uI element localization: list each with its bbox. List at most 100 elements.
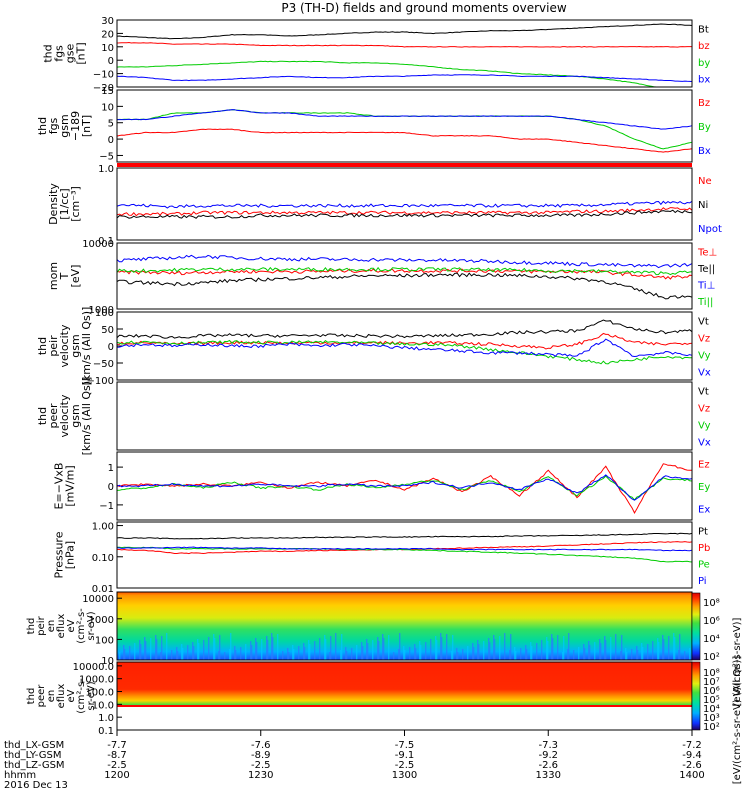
panel-frame-fgs_gsm [116,89,693,163]
spectrogram-streak [271,633,273,660]
spectrogram-streak [456,648,458,660]
footer-value: 1200 [104,770,129,781]
spectrogram-streak [620,651,622,660]
footer-value: -2.5 [251,760,271,771]
spectrogram-streak [610,637,612,660]
spectrogram-streak [351,648,353,660]
ylabel-density: Density [47,183,60,225]
spectrogram-streak [494,639,496,660]
ylabel-fgs_gse: thd [42,44,55,62]
ylabel-fgs_gsm: −189 [69,111,82,141]
spectrogram-streak [531,646,533,660]
spectrogram-streak [599,639,601,660]
ytick-label-peer_spec: 1.0 [98,713,114,724]
ylabel-temperature: T [58,272,71,280]
spectrogram-streak [673,633,675,660]
ytick-label-fgs_gse: 10 [101,43,114,54]
spectrogram-streak [277,634,279,660]
ylabel-peir_spec: sr-eV) [86,611,97,640]
footer-value: -2.6 [682,760,702,771]
ylabel-fgs_gsm: thd [36,117,49,135]
spectrogram-streak [589,645,591,660]
spectrogram-streak [462,649,464,660]
spectrogram-streak [541,640,543,660]
spectrogram-streak [261,639,263,660]
peir-colorbar [691,592,701,661]
spectrogram-streak [594,642,596,660]
spectrogram-streak [197,639,199,660]
series-temperature-Ti [116,266,693,276]
spectrogram-streak [567,649,569,660]
panel-frame-fgs_gse [116,19,693,88]
spectrogram-streak [452,635,454,660]
spectrogram-streak [436,640,438,660]
spectrogram-streak [256,642,258,660]
ylabel-peir_spec: en [46,620,57,633]
spectrogram-streak [583,644,585,660]
ytick-label-fgs_gsm: 5 [108,119,114,130]
ylabel-peer_velocity: gsm [69,404,82,427]
spectrogram-streak [551,634,553,660]
colorbar-tick-peer_spec: 10² [703,722,720,733]
spectrogram-streak [177,651,179,660]
legend-pressure: Pi [698,576,707,587]
spectrogram-streak [340,650,342,660]
ytick-label-fgs_gsm: 10 [101,102,114,113]
ytick-label-fgs_gse: −10 [93,70,114,81]
footer-value: -7.7 [107,740,127,751]
spectrogram-streak [478,644,480,660]
ylabel-peer_spec: thd [26,688,37,705]
spectrogram-streak [489,642,491,660]
ytick-label-exb: 1 [108,463,114,474]
ylabel-peer_velocity: thd [36,407,49,425]
spectrogram-streak [362,646,364,660]
spectrogram-streak [245,644,247,660]
spectrogram-streak [119,652,121,660]
spectrogram-streak [457,652,459,660]
panel-pressure: 1.00 0.10 0.01 Pt Pb Pe Pi Pressure[nPa] [53,521,710,595]
spectrogram-streak [134,643,136,660]
ylabel-peer_spec: eflux [56,684,67,709]
footer-value: 1230 [248,770,273,781]
spectrogram-streak [218,651,220,660]
legend-fgs_gse: bz [698,41,710,52]
spectrogram-streak [193,646,195,660]
ytick-label-peir_velocity: −100 [87,376,114,387]
spectrogram-streak [382,634,384,660]
ytick-label-temperature: 10000 [82,239,114,250]
series-peir_velocity-Vx [116,338,693,358]
spectrogram-streak [150,638,152,660]
spectrogram-streak [366,639,368,660]
series-peir_velocity-Vz [116,332,693,350]
ytick-label-temperature: 1000 [89,305,114,316]
spectrogram-streak [663,639,665,660]
spectrogram-streak [526,649,528,660]
panel-density: 1.0 0.1 Ne Ni Npot Density[1/cc][cm⁻³] [47,164,722,247]
ytick-label-peer_spec: 10000.0 [73,662,114,673]
footer-value: -9.1 [395,750,415,761]
spectrogram-streak [600,643,602,660]
legend-exb: Ex [698,505,710,516]
spectrogram-streak [160,652,162,660]
footer-value: 1400 [679,770,704,781]
ylabel-peer_spec: sr-eV) [86,681,97,710]
spectrogram-streak [156,639,158,660]
ylabel-peir_spec: eflux [56,614,67,639]
colorbar-label-peir: [eV/(cm²-s-sr-eV)] [732,617,743,706]
spectrogram-streak [139,640,141,660]
legend-peer_velocity: Vz [698,404,710,415]
spectrogram-streak [530,642,532,660]
spectrogram-streak [140,644,142,660]
spectrogram-streak [446,634,448,660]
legend-fgs_gsm: By [698,122,711,133]
footer-value: -8.9 [251,750,271,761]
colorbar-tick-peer_spec: 10⁷ [703,677,720,688]
spectrogram-streak [319,638,321,660]
ylabel-peir_velocity: velocity [58,324,71,367]
spectrogram-streak [488,638,490,660]
spectrogram-streak [404,650,406,660]
footer-date: 2016 Dec 13 [4,780,68,791]
spectrogram-streak [176,647,178,660]
spectrogram-streak [361,642,363,660]
